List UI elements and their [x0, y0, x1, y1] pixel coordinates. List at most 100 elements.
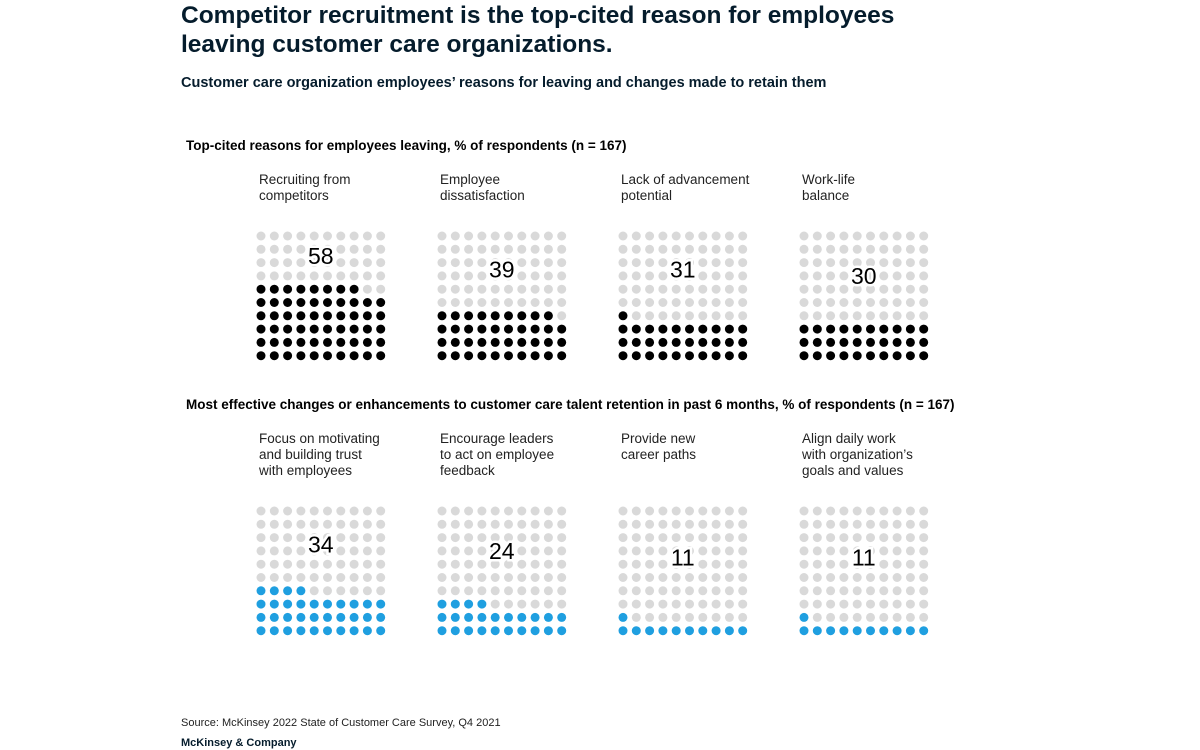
filled-dot [323, 324, 332, 334]
filled-dot [376, 311, 386, 321]
empty-dot [530, 599, 540, 609]
empty-dot [283, 244, 293, 254]
empty-dot [645, 559, 655, 569]
empty-dot [892, 506, 902, 516]
filled-dot [256, 351, 266, 361]
empty-dot [336, 559, 346, 569]
filled-dot [477, 337, 487, 347]
empty-dot [645, 573, 655, 582]
empty-dot [309, 559, 319, 569]
empty-dot [618, 258, 628, 268]
filled-dot [256, 626, 266, 636]
empty-dot [477, 519, 487, 529]
filled-dot [799, 626, 809, 636]
empty-dot [919, 298, 929, 307]
empty-dot [504, 546, 513, 556]
empty-dot [336, 231, 346, 241]
empty-dot [256, 258, 266, 268]
empty-dot [671, 298, 681, 307]
empty-dot [450, 586, 460, 596]
empty-dot [256, 231, 266, 241]
empty-dot [711, 231, 721, 241]
empty-dot [905, 298, 915, 307]
empty-dot [517, 533, 527, 543]
empty-dot [738, 533, 748, 543]
filled-dot [450, 351, 460, 361]
filled-dot [309, 599, 319, 609]
empty-dot [309, 231, 319, 241]
filled-dot [349, 311, 359, 321]
filled-dot [919, 324, 929, 334]
empty-dot [879, 231, 889, 241]
empty-dot [645, 586, 655, 596]
empty-dot [839, 258, 849, 268]
empty-dot [437, 533, 447, 543]
empty-dot [517, 586, 527, 596]
empty-dot [812, 298, 822, 307]
filled-dot [349, 298, 359, 307]
filled-dot [557, 626, 567, 636]
empty-dot [919, 311, 929, 321]
filled-dot [323, 298, 332, 307]
empty-dot [879, 533, 889, 543]
empty-dot [724, 271, 734, 281]
empty-dot [852, 506, 862, 516]
filled-dot [464, 626, 474, 636]
filled-dot [517, 351, 527, 361]
empty-dot [631, 612, 641, 622]
empty-dot [799, 546, 809, 556]
filled-dot [464, 324, 474, 334]
empty-dot [826, 519, 836, 529]
empty-dot [490, 546, 500, 556]
value-label: 31 [670, 256, 696, 282]
empty-dot [557, 586, 567, 596]
empty-dot [530, 586, 540, 596]
empty-dot [919, 271, 929, 281]
empty-dot [799, 586, 809, 596]
panel-label-align-goals: Align daily work with organization’s goa… [802, 431, 913, 478]
empty-dot [879, 284, 889, 294]
empty-dot [376, 506, 386, 516]
filled-dot [724, 337, 734, 347]
filled-dot [645, 337, 655, 347]
filled-dot [437, 324, 447, 334]
filled-dot [879, 351, 889, 361]
filled-dot [336, 626, 346, 636]
section-title-retention: Most effective changes or enhancements t… [186, 397, 955, 412]
empty-dot [437, 559, 447, 569]
filled-dot [852, 324, 862, 334]
filled-dot [618, 626, 628, 636]
empty-dot [879, 573, 889, 582]
empty-dot [256, 573, 266, 582]
filled-dot [283, 311, 293, 321]
filled-dot [490, 324, 500, 334]
empty-dot [839, 519, 849, 529]
empty-dot [658, 244, 668, 254]
empty-dot [852, 258, 862, 268]
filled-dot [698, 324, 708, 334]
empty-dot [645, 311, 655, 321]
empty-dot [866, 258, 875, 268]
empty-dot [826, 599, 836, 609]
filled-dot [269, 351, 279, 361]
empty-dot [296, 519, 306, 529]
empty-dot [490, 271, 500, 281]
filled-dot [879, 626, 889, 636]
empty-dot [892, 271, 902, 281]
empty-dot [477, 533, 487, 543]
empty-dot [618, 573, 628, 582]
empty-dot [812, 533, 822, 543]
empty-dot [464, 506, 474, 516]
empty-dot [698, 284, 708, 294]
empty-dot [309, 586, 319, 596]
filled-dot [349, 599, 359, 609]
empty-dot [517, 298, 527, 307]
filled-dot [919, 337, 929, 347]
empty-dot [323, 546, 332, 556]
empty-dot [905, 533, 915, 543]
filled-dot [336, 599, 346, 609]
empty-dot [464, 244, 474, 254]
empty-dot [530, 546, 540, 556]
filled-dot [336, 337, 346, 347]
empty-dot [543, 599, 553, 609]
